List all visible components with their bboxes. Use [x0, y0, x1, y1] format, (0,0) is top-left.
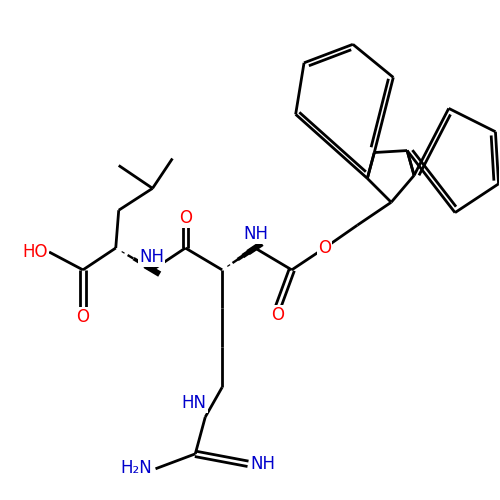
Text: NH: NH	[244, 225, 268, 243]
Text: NH: NH	[139, 248, 164, 266]
Text: O: O	[318, 239, 331, 257]
Text: O: O	[272, 306, 284, 324]
Text: O: O	[179, 208, 192, 226]
Text: HO: HO	[22, 243, 48, 261]
Text: H₂N: H₂N	[121, 459, 152, 477]
Text: O: O	[76, 308, 90, 326]
Text: HN: HN	[182, 394, 207, 412]
Text: NH: NH	[250, 455, 276, 473]
